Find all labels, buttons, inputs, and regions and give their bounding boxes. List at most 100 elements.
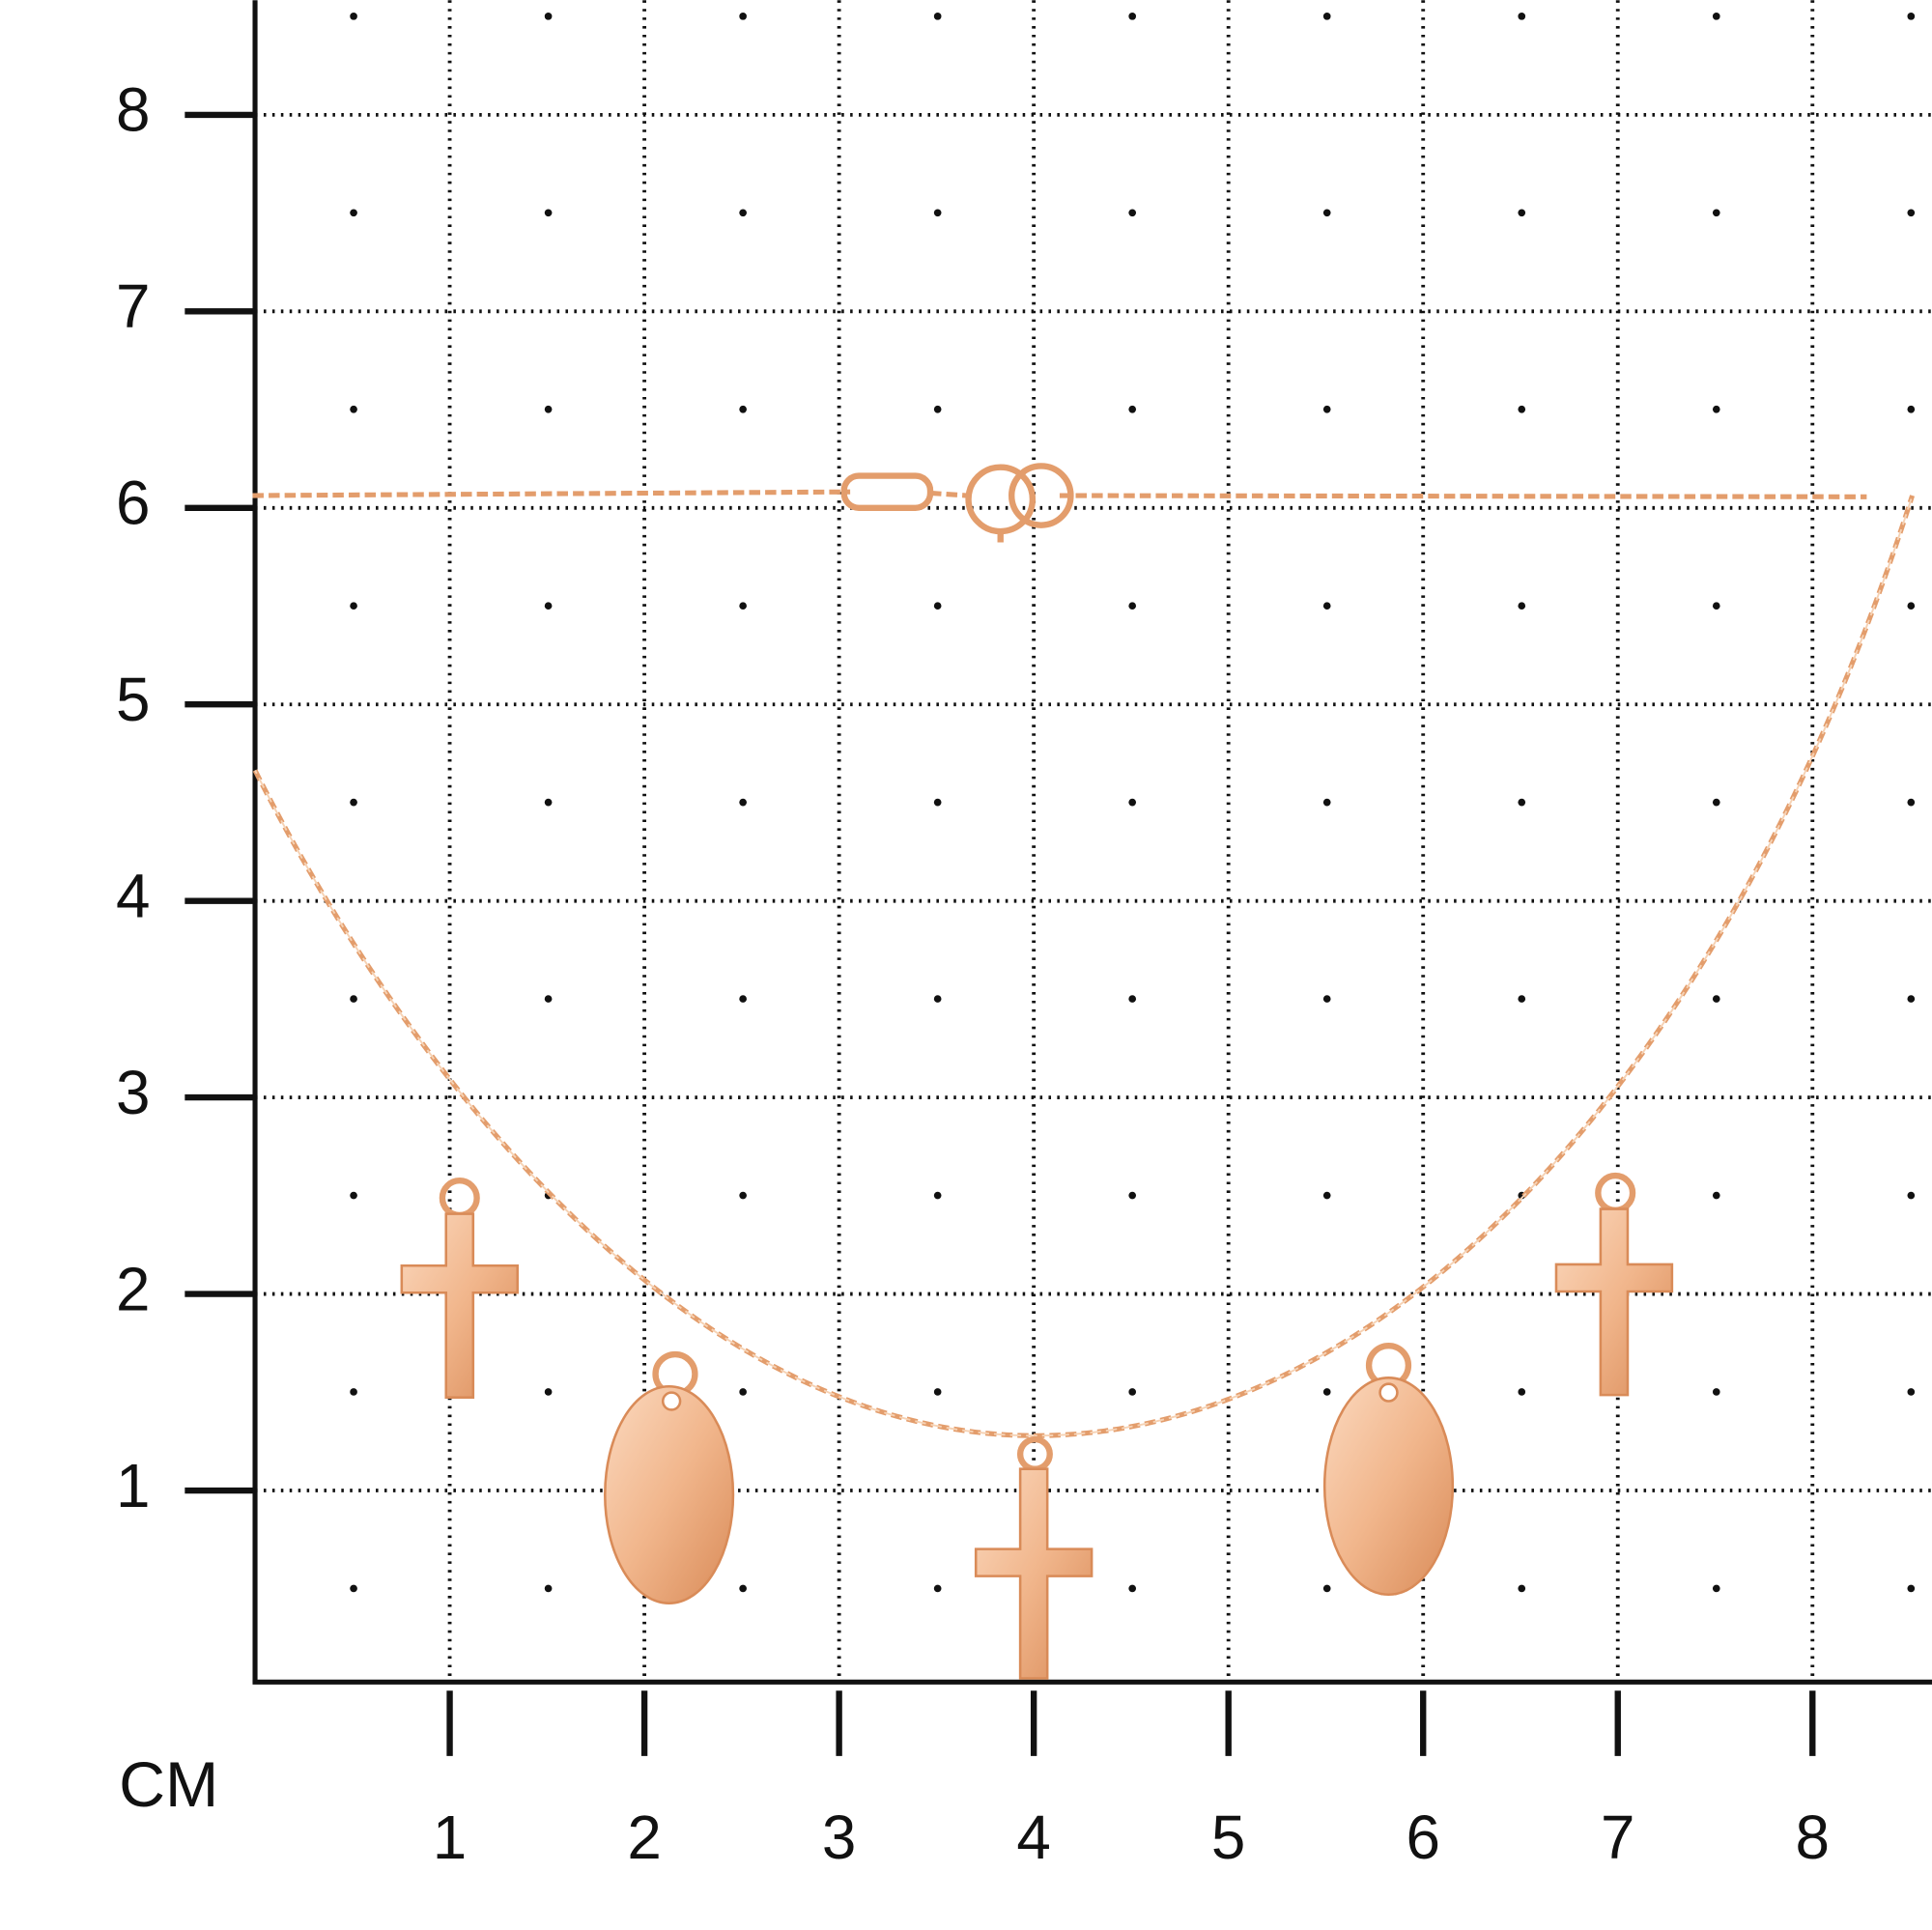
y-label: 1: [116, 1451, 150, 1520]
grid-dot: [739, 798, 747, 807]
grid-dot: [1322, 1388, 1331, 1396]
grid-dot: [1322, 405, 1331, 413]
y-label: 7: [116, 271, 150, 341]
grid-dot: [1712, 405, 1720, 413]
cross-pendant: [400, 1178, 519, 1399]
grid-dot: [739, 13, 747, 20]
grid-dot: [1907, 602, 1916, 610]
grid: [255, 0, 1932, 1683]
grid-dot: [1128, 1388, 1137, 1396]
grid-dot: [739, 1388, 747, 1396]
grid-dot: [933, 1191, 942, 1200]
grid-dot: [1518, 798, 1526, 807]
grid-dot: [1907, 995, 1916, 1003]
x-label: 5: [1211, 1802, 1245, 1872]
x-label: 6: [1406, 1802, 1439, 1872]
grid-dot: [933, 602, 942, 610]
grid-dot: [1907, 405, 1916, 413]
oval-pendant: [604, 1350, 735, 1604]
chain-highlight: [254, 495, 1914, 1437]
grid-dot: [350, 209, 357, 217]
grid-dot: [1518, 1584, 1526, 1593]
grid-dot: [1322, 602, 1331, 610]
grid-dot: [1907, 1191, 1916, 1200]
grid-dot: [1128, 209, 1137, 217]
cross-pendant: [974, 1435, 1094, 1680]
grid-dot: [1322, 209, 1331, 217]
grid-dot: [1907, 209, 1916, 217]
chain: [1059, 493, 1867, 499]
grid-dot: [544, 1388, 553, 1396]
x-label: 1: [433, 1802, 467, 1872]
clasp-ring: [1009, 463, 1074, 528]
y-label: 8: [116, 75, 150, 145]
grid-dot: [544, 1584, 553, 1593]
grid-dot: [933, 405, 942, 413]
grid-dot: [933, 1388, 942, 1396]
grid-dot: [739, 209, 747, 217]
grid-dot: [544, 209, 553, 217]
grid-dot: [1712, 798, 1720, 807]
grid-dot: [1128, 1191, 1137, 1200]
y-label: 3: [116, 1058, 150, 1127]
unit-label: CM: [119, 1749, 218, 1821]
grid-dot: [1322, 995, 1331, 1003]
grid-dot: [933, 1584, 942, 1593]
grid-dot: [1518, 1388, 1526, 1396]
grid-dot: [1712, 13, 1720, 20]
grid-dot: [933, 13, 942, 20]
grid-dot: [1712, 1584, 1720, 1593]
chain: [252, 495, 1916, 1438]
oval-pendant: [1322, 1342, 1455, 1597]
grid-dot: [1322, 13, 1331, 20]
grid-dot: [350, 13, 357, 20]
grid-dot: [544, 405, 553, 413]
grid-dot: [1907, 13, 1916, 20]
grid-dot: [1712, 1191, 1720, 1200]
x-label: 8: [1796, 1802, 1830, 1872]
grid-dot: [1518, 405, 1526, 413]
grid-dot: [1712, 995, 1720, 1003]
y-label: 2: [116, 1254, 150, 1323]
grid-dot: [1907, 1584, 1916, 1593]
grid-dot: [544, 13, 553, 20]
grid-dot: [739, 405, 747, 413]
grid-dot: [1907, 798, 1916, 807]
grid-dot: [1518, 995, 1526, 1003]
grid-dot: [1322, 798, 1331, 807]
grid-dot: [350, 1584, 357, 1593]
y-label: 6: [116, 468, 150, 538]
grid-dot: [544, 798, 553, 807]
cross-pendant: [1554, 1172, 1674, 1397]
grid-dot: [1518, 13, 1526, 20]
grid-dot: [1322, 1584, 1331, 1593]
grid-dot: [1322, 1191, 1331, 1200]
grid-dot: [1128, 1584, 1137, 1593]
grid-dot: [544, 995, 553, 1003]
grid-dot: [350, 798, 357, 807]
x-label: 4: [1016, 1802, 1050, 1872]
y-label: 4: [116, 862, 150, 931]
grid-dot: [350, 995, 357, 1003]
necklace: [252, 463, 1916, 1680]
grid-dot: [1712, 209, 1720, 217]
grid-dot: [1128, 13, 1137, 20]
y-label: 5: [116, 665, 150, 734]
grid-dot: [1128, 798, 1137, 807]
grid-dot: [1128, 405, 1137, 413]
grid-dot: [739, 1191, 747, 1200]
grid-dot: [1518, 209, 1526, 217]
grid-dot: [933, 995, 942, 1003]
grid-dot: [350, 405, 357, 413]
clasp-tab: [840, 472, 934, 511]
grid-dot: [350, 602, 357, 610]
grid-dot: [1712, 602, 1720, 610]
grid-dot: [1712, 1388, 1720, 1396]
chain: [929, 490, 968, 498]
x-label: 7: [1601, 1802, 1634, 1872]
grid-dot: [739, 602, 747, 610]
chain: [252, 489, 851, 498]
x-label: 2: [627, 1802, 661, 1872]
